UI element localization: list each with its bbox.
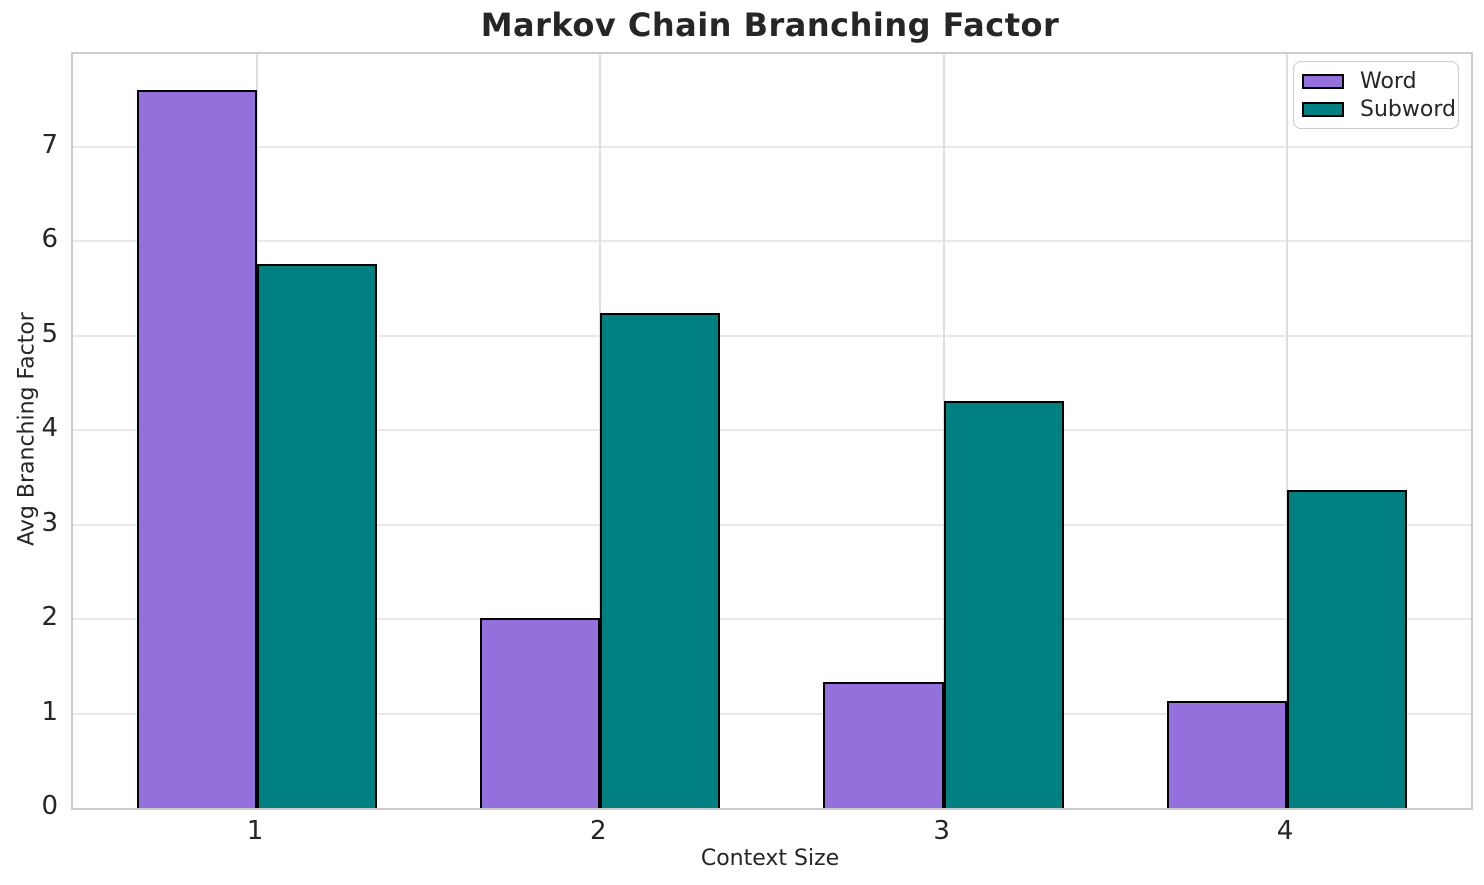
legend: Word Subword bbox=[1293, 61, 1459, 129]
y-tick-label: 6 bbox=[41, 224, 58, 255]
bar-subword-3 bbox=[943, 400, 1064, 808]
v-gridline bbox=[1285, 54, 1288, 808]
x-tick-label: 1 bbox=[246, 816, 264, 846]
bar-subword-1 bbox=[257, 263, 378, 808]
bar-subword-2 bbox=[600, 312, 721, 808]
x-tick-label: 4 bbox=[1276, 816, 1294, 846]
plot-area bbox=[71, 52, 1473, 810]
h-gridline bbox=[73, 523, 1471, 526]
chart-title: Markov Chain Branching Factor bbox=[480, 6, 1060, 44]
legend-item-word: Word bbox=[1302, 67, 1450, 95]
x-tick-label: 3 bbox=[933, 816, 950, 846]
y-tick-label: 7 bbox=[41, 129, 58, 160]
y-tick-label: 0 bbox=[41, 791, 58, 821]
x-axis-title: Context Size bbox=[700, 846, 840, 871]
y-tick-label: 3 bbox=[41, 507, 58, 538]
y-tick-label: 1 bbox=[41, 696, 58, 727]
legend-item-subword: Subword bbox=[1302, 95, 1456, 123]
bar-subword-4 bbox=[1286, 489, 1408, 808]
h-gridline bbox=[73, 429, 1471, 432]
y-tick-label: 4 bbox=[41, 413, 58, 444]
bar-word-4 bbox=[1166, 701, 1287, 808]
h-gridline bbox=[73, 712, 1471, 715]
h-gridline bbox=[73, 334, 1471, 337]
legend-swatch-subword bbox=[1302, 101, 1344, 117]
legend-swatch-word bbox=[1302, 73, 1344, 89]
bar-word-3 bbox=[823, 682, 944, 808]
h-gridline bbox=[73, 240, 1471, 243]
legend-label: Subword bbox=[1360, 96, 1456, 122]
bar-word-2 bbox=[480, 618, 601, 808]
legend-label: Word bbox=[1360, 68, 1417, 94]
h-gridline bbox=[73, 145, 1471, 148]
y-tick-label: 2 bbox=[41, 602, 58, 633]
y-tick-label: 5 bbox=[41, 318, 58, 349]
x-tick-label: 2 bbox=[590, 816, 607, 846]
bar-word-1 bbox=[136, 89, 257, 808]
h-gridline bbox=[73, 618, 1471, 621]
